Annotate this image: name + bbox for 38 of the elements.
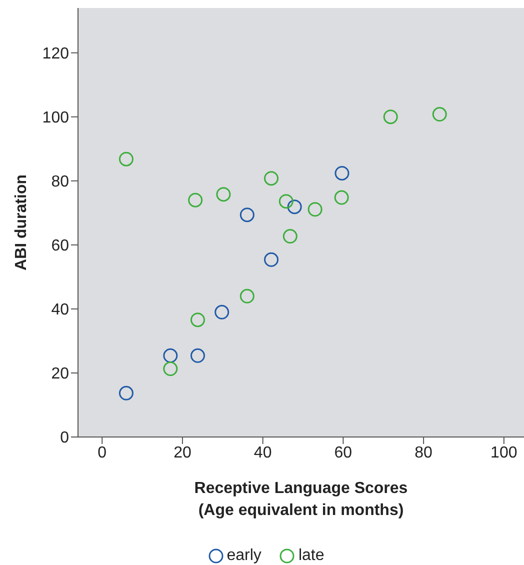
y-tick-label: 40 <box>51 302 70 319</box>
point <box>264 252 279 267</box>
point <box>240 288 254 304</box>
point <box>214 304 230 320</box>
point <box>287 200 302 214</box>
point <box>163 362 178 376</box>
legend-label: late <box>297 547 324 565</box>
y-axis-title: ABI duration <box>13 174 30 270</box>
y-tick-label: 120 <box>42 46 70 62</box>
point <box>190 312 205 328</box>
point <box>282 229 298 244</box>
point <box>118 386 134 400</box>
x-tick-label: 20 <box>174 444 192 462</box>
y-tick-label: 0 <box>60 430 70 447</box>
point <box>334 166 350 180</box>
x-axis-title: Receptive Language Scores (Age equivalent in months) <box>194 480 408 519</box>
point <box>432 107 447 122</box>
point <box>383 110 398 124</box>
y-tick-label: 80 <box>51 174 70 191</box>
point <box>188 192 203 208</box>
x-tick-label: 60 <box>334 444 352 462</box>
point <box>163 348 178 363</box>
y-tick-label: 60 <box>51 238 70 255</box>
point <box>308 202 322 217</box>
x-tick-label: 0 <box>98 444 107 462</box>
point <box>264 171 279 186</box>
x-tick-label: 40 <box>254 444 272 462</box>
legend-label: early <box>226 547 262 565</box>
x-tick-label: 100 <box>490 444 518 462</box>
point <box>278 194 294 209</box>
y-tick-label: 100 <box>42 110 70 127</box>
point <box>216 187 231 202</box>
x-tick-label: 80 <box>414 444 433 462</box>
point <box>240 208 254 222</box>
y-tick-label: 20 <box>51 366 70 383</box>
point <box>334 190 349 205</box>
point <box>190 348 205 363</box>
point <box>118 152 134 166</box>
